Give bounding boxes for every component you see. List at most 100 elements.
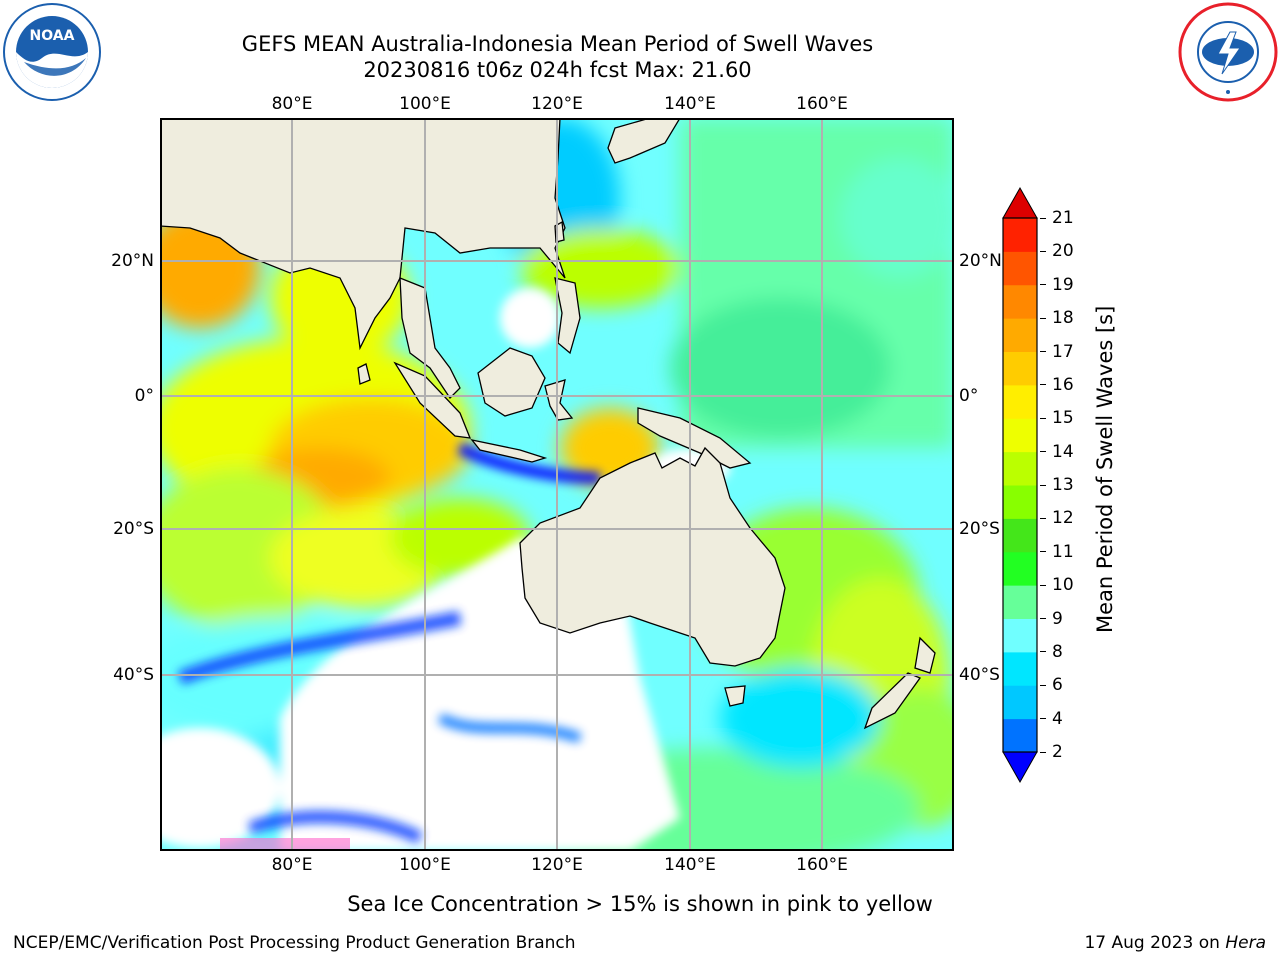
colorbar-tick-20: 20 <box>1052 241 1074 262</box>
colorbar-extend-low <box>1002 751 1038 784</box>
colorbar-tick-16: 16 <box>1052 374 1074 395</box>
noaa-logo: NOAA <box>3 3 101 101</box>
land-australia <box>519 446 786 667</box>
colorbar-segment <box>1003 651 1037 686</box>
colorbar-tick-mark <box>1040 284 1046 286</box>
land-new-guinea <box>637 407 752 469</box>
colorbar-tick-mark <box>1040 317 1046 319</box>
title-line-2: 20230816 t06z 024h fcst Max: 21.60 <box>363 58 752 82</box>
land-sulawesi <box>544 379 574 421</box>
lon-tick-bottom-160: 160°E <box>796 855 848 875</box>
sea-ice-note-text: Sea Ice Concentration > 15% is shown in … <box>347 892 933 916</box>
nws-logo <box>1178 2 1278 102</box>
colorbar-tick-9: 9 <box>1052 608 1063 629</box>
land-new-zealand-south <box>863 672 922 730</box>
lon-tick-top-80: 80°E <box>271 94 313 114</box>
colorbar-segment <box>1003 485 1037 519</box>
lon-tick-top-160: 160°E <box>796 94 848 114</box>
colorbar-segment <box>1003 518 1037 553</box>
colorbar-tick-mark <box>1040 351 1046 352</box>
colorbar-tick-mark <box>1040 718 1046 720</box>
land-tasmania <box>724 685 746 707</box>
noaa-logo-text: NOAA <box>30 28 75 44</box>
footer-date-machine: 17 Aug 2023 on Hera <box>1084 932 1266 954</box>
sea-ice-note: Sea Ice Concentration > 15% is shown in … <box>0 891 1280 917</box>
land-borneo <box>477 347 546 417</box>
colorbar <box>1002 186 1038 784</box>
colorbar-tick-14: 14 <box>1052 441 1074 462</box>
colorbar-tick-mark <box>1040 484 1046 486</box>
lon-tick-bottom-140: 140°E <box>664 855 716 875</box>
lat-tick-left-20s: 20°S <box>113 519 154 539</box>
colorbar-tick-mark <box>1040 551 1046 553</box>
land-philippines <box>554 277 581 355</box>
lat-tick-left-20n: 20°N <box>111 251 154 271</box>
colorbar-tick-mark <box>1040 618 1046 619</box>
footer-date: 17 Aug 2023 on <box>1084 933 1226 953</box>
colorbar-tick-mark <box>1040 250 1046 252</box>
lat-tick-right-40s: 40°S <box>959 665 1000 685</box>
colorbar-tick-8: 8 <box>1052 641 1063 662</box>
lat-tick-right-0: 0° <box>959 386 979 406</box>
colorbar-tick-18: 18 <box>1052 308 1074 329</box>
map-gridlines <box>160 118 954 851</box>
lon-tick-bottom-100: 100°E <box>399 855 451 875</box>
colorbar-tick-mark <box>1040 684 1046 686</box>
land-new-zealand-north <box>914 636 936 674</box>
colorbar-tick-mark <box>1040 217 1046 219</box>
colorbar-tick-6: 6 <box>1052 675 1063 696</box>
lon-tick-bottom-120: 120°E <box>531 855 583 875</box>
land-sri-lanka <box>357 363 371 385</box>
title-line-1: GEFS MEAN Australia-Indonesia Mean Perio… <box>241 32 874 56</box>
colorbar-segment <box>1003 685 1037 720</box>
colorbar-tick-mark <box>1040 417 1046 419</box>
colorbar-tick-11: 11 <box>1052 541 1074 562</box>
colorbar-tick-mark <box>1040 751 1046 753</box>
colorbar-label: Mean Period of Swell Waves [s] <box>1093 305 1117 633</box>
map-frame <box>160 118 954 851</box>
colorbar-extend-high <box>1002 186 1038 219</box>
colorbar-segment <box>1003 318 1037 352</box>
sea-ice-area <box>220 838 350 851</box>
colorbar-tick-mark <box>1040 517 1046 519</box>
colorbar-segment <box>1003 251 1037 286</box>
colorbar-segment <box>1003 551 1037 586</box>
colorbar-tick-13: 13 <box>1052 475 1074 495</box>
colorbar-tick-2: 2 <box>1052 742 1063 762</box>
lon-tick-bottom-80: 80°E <box>271 855 313 875</box>
colorbar-segment <box>1003 418 1037 453</box>
land-java <box>470 438 548 463</box>
land-masses <box>160 118 936 730</box>
colorbar-segment <box>1003 718 1037 753</box>
colorbar-segment <box>1003 384 1037 419</box>
colorbar-tick-4: 4 <box>1052 708 1063 729</box>
colorbar-tick-mark <box>1040 651 1046 653</box>
colorbar-tick-mark <box>1040 451 1046 453</box>
colorbar-tick-15: 15 <box>1052 408 1074 429</box>
colorbar-segment <box>1003 351 1037 386</box>
colorbar-segment <box>1003 585 1037 619</box>
colorbar-tick-17: 17 <box>1052 341 1074 362</box>
lat-tick-right-20n: 20°N <box>959 251 1002 271</box>
colorbar-segment <box>1003 284 1037 319</box>
colorbar-segment <box>1003 451 1037 486</box>
land-indochina <box>399 277 461 400</box>
colorbar-segment <box>1003 218 1037 252</box>
footer-machine: Hera <box>1225 933 1266 953</box>
land-japan <box>607 118 681 164</box>
low-period-bands <box>177 442 601 844</box>
footer-branch: NCEP/EMC/Verification Post Processing Pr… <box>13 933 576 953</box>
lon-tick-top-120: 120°E <box>531 94 583 114</box>
colorbar-tick-19: 19 <box>1052 274 1074 295</box>
colorbar-tick-mark <box>1040 384 1046 386</box>
colorbar-tick-10: 10 <box>1052 575 1074 596</box>
lat-tick-left-0: 0° <box>134 386 154 406</box>
lon-tick-top-140: 140°E <box>664 94 716 114</box>
lat-tick-right-20s: 20°S <box>959 519 1000 539</box>
lat-tick-left-40s: 40°S <box>113 665 154 685</box>
colorbar-tick-mark <box>1040 584 1046 586</box>
colorbar-tick-21: 21 <box>1052 208 1074 228</box>
colorbar-segment <box>1003 618 1037 653</box>
lon-tick-top-100: 100°E <box>399 94 451 114</box>
colorbar-tick-12: 12 <box>1052 508 1074 529</box>
